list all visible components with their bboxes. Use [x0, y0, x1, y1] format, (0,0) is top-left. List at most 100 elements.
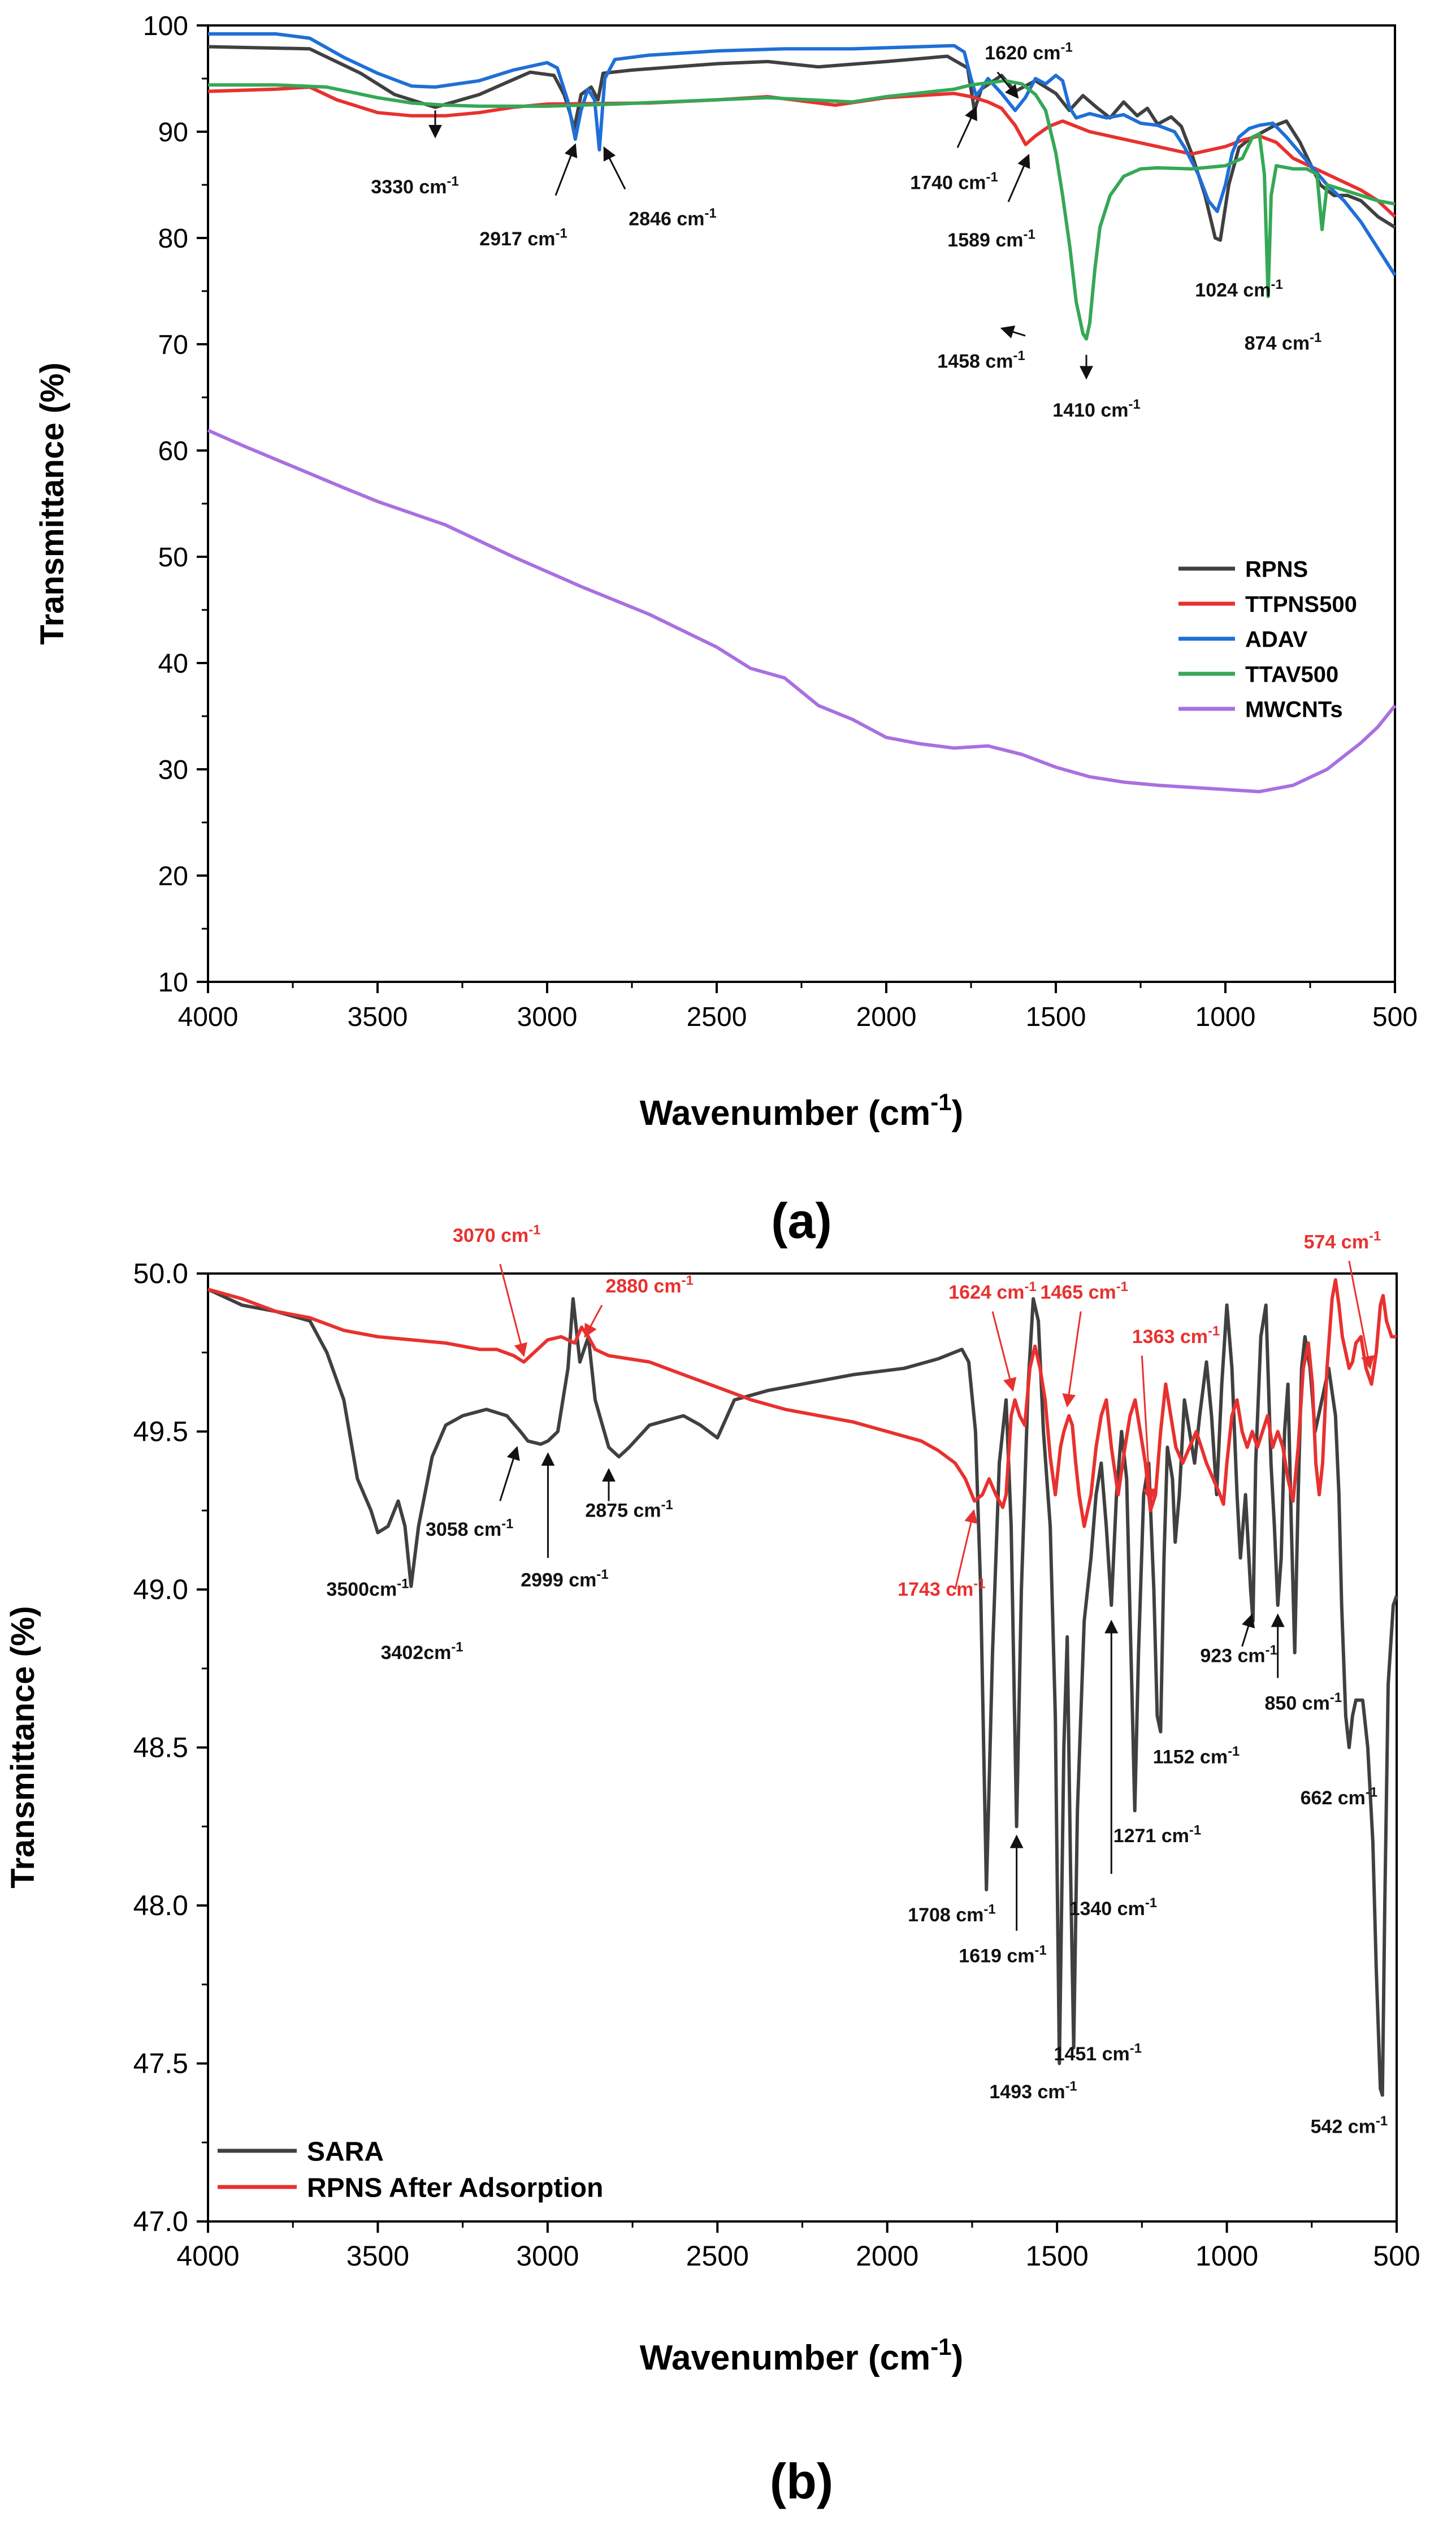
panel-label-a: (a) [771, 1193, 832, 1249]
legend-label: ADAV [1245, 627, 1308, 652]
annotation-label: 3330 cm-1 [371, 174, 458, 198]
series-line-sara [207, 1288, 1398, 2097]
y-tick-label: 47.5 [133, 2048, 188, 2080]
y-tick-label: 100 [143, 11, 188, 41]
x-tick-label: 1500 [1026, 2240, 1089, 2272]
annotation-label: 542 cm-1 [1311, 2113, 1388, 2138]
legend-label: RPNS [1245, 557, 1308, 582]
annotation-label: 1465 cm-1 [1041, 1279, 1128, 1303]
x-tick-label: 2000 [856, 1002, 917, 1032]
x-tick-label: 2500 [686, 2240, 749, 2272]
annotation-arrow [1000, 325, 1026, 339]
annotation-label: 1743 cm-1 [898, 1576, 985, 1601]
y-tick-label: 40 [158, 649, 188, 679]
annotation-label: 1740 cm-1 [910, 170, 998, 194]
annotation-label: 2917 cm-1 [479, 226, 567, 250]
annotation-label: 1619 cm-1 [959, 1943, 1046, 1967]
x-tick-label: 1500 [1026, 1002, 1086, 1032]
annotation-label: 1340 cm-1 [1069, 1895, 1157, 1920]
x-tick-label: 2000 [856, 2240, 918, 2272]
annotation-label: 1620 cm-1 [985, 40, 1072, 64]
annotation-arrow [1241, 1613, 1255, 1647]
annotation-label: 1708 cm-1 [908, 1902, 995, 1926]
annotation-label: 574 cm-1 [1304, 1229, 1381, 1253]
annotation-label: 1152 cm-1 [1153, 1744, 1240, 1768]
legend-a: RPNS TTPNS500 ADAV TTAV500 MWCNTs [1178, 557, 1357, 722]
y-tick-label: 20 [158, 861, 188, 891]
annotation-label: 2846 cm-1 [629, 206, 716, 230]
annotation-label: 2875 cm-1 [585, 1497, 673, 1522]
annotation-label: 1363 cm-1 [1132, 1323, 1220, 1348]
series-a [207, 32, 1397, 794]
y-tick-label: 49.5 [133, 1416, 188, 1448]
legend-b: SARA RPNS After Adsorption [218, 2137, 603, 2203]
annotation-arrow [603, 146, 626, 190]
xlabel-b: Wavenumber (cm-1) [640, 2333, 964, 2377]
annotation-arrow [991, 1311, 1017, 1392]
annotation-label: 1024 cm-1 [1195, 277, 1282, 301]
legend-label: RPNS After Adsorption [307, 2173, 603, 2203]
annotations-a: 3330 cm-1 2917 cm-1 2846 cm-1 1740 cm-1 1620… [371, 40, 1321, 421]
annotation-label: 1493 cm-1 [989, 2078, 1077, 2103]
annotation-label: 874 cm-1 [1245, 330, 1322, 354]
annotation-label: 923 cm-1 [1200, 1643, 1277, 1667]
annotation-label: 1271 cm-1 [1113, 1823, 1201, 1847]
x-tick-label: 1000 [1195, 1002, 1256, 1032]
annotation-label: 3070 cm-1 [453, 1223, 540, 1247]
annotation-label: 1589 cm-1 [947, 227, 1035, 251]
x-tick-label: 3000 [517, 1002, 578, 1032]
panel-label-b: (b) [770, 2453, 833, 2509]
annotation-label: 3058 cm-1 [426, 1516, 513, 1540]
annotation-arrow [499, 1446, 520, 1501]
ylabel-b: Transmittance (%) [5, 1606, 41, 1889]
annotation-arrow [584, 1305, 603, 1338]
series-line-adav [208, 32, 1397, 276]
annotation-label: 3402cm-1 [381, 1639, 463, 1664]
annotation-arrow [956, 106, 977, 148]
ticks-a: 4000 3500 3000 2500 2000 1500 1000 500 10 20 30 40 5… [143, 11, 1418, 1032]
legend-label: MWCNTs [1245, 697, 1343, 722]
annotation-arrow [554, 143, 578, 196]
annotation-arrow [499, 1263, 527, 1357]
x-tick-label: 3000 [516, 2240, 579, 2272]
series-line-mwcnts [207, 428, 1397, 794]
legend-label: TTPNS500 [1245, 592, 1357, 617]
x-tick-label: 1000 [1195, 2240, 1258, 2272]
y-tick-label: 90 [158, 118, 188, 148]
x-tick-label: 500 [1372, 1002, 1418, 1032]
series-b [207, 1278, 1398, 2097]
annotation-arrow [954, 1509, 978, 1590]
xlabel-a: Wavenumber (cm-1) [640, 1089, 964, 1133]
y-tick-label: 48.5 [133, 1732, 188, 1764]
y-tick-label: 30 [158, 755, 188, 785]
y-tick-label: 49.0 [133, 1574, 188, 1605]
annotation-label: 3500cm-1 [326, 1576, 409, 1601]
x-tick-label: 4000 [176, 2240, 239, 2272]
annotation-label: 1451 cm-1 [1054, 2041, 1142, 2065]
y-tick-label: 50.0 [133, 1258, 188, 1289]
annotation-label: 662 cm-1 [1301, 1785, 1378, 1809]
y-tick-label: 80 [158, 224, 188, 254]
y-tick-label: 10 [158, 968, 188, 998]
panel-a: 4000 3500 3000 2500 2000 1500 1000 500 10 20 30 40 5… [34, 11, 1418, 1249]
y-tick-label: 60 [158, 436, 188, 466]
x-tick-label: 3500 [346, 2240, 409, 2272]
annotation-arrow [1062, 1311, 1082, 1408]
annotation-label: 2880 cm-1 [605, 1273, 693, 1297]
legend-label: SARA [307, 2137, 384, 2167]
series-line-ttav500 [208, 79, 1396, 341]
ylabel-a: Transmittance (%) [34, 362, 71, 645]
annotation-arrow [1348, 1261, 1375, 1370]
annotation-label: 2999 cm-1 [521, 1567, 608, 1591]
annotation-label: 1624 cm-1 [948, 1279, 1036, 1303]
annotations-b: 3070 cm-1 2880 cm-1 1624 cm-1 1465 cm-11363… [326, 1223, 1388, 2138]
annotation-label: 1410 cm-1 [1052, 397, 1140, 421]
x-tick-label: 2500 [687, 1002, 747, 1032]
y-tick-label: 48.0 [133, 1890, 188, 1921]
annotation-arrow [996, 71, 1019, 99]
series-line-rpns-after-adsorption [207, 1278, 1397, 1528]
annotation-arrow [1141, 1355, 1157, 1502]
annotation-label: 850 cm-1 [1265, 1690, 1342, 1714]
y-tick-label: 47.0 [133, 2206, 188, 2237]
